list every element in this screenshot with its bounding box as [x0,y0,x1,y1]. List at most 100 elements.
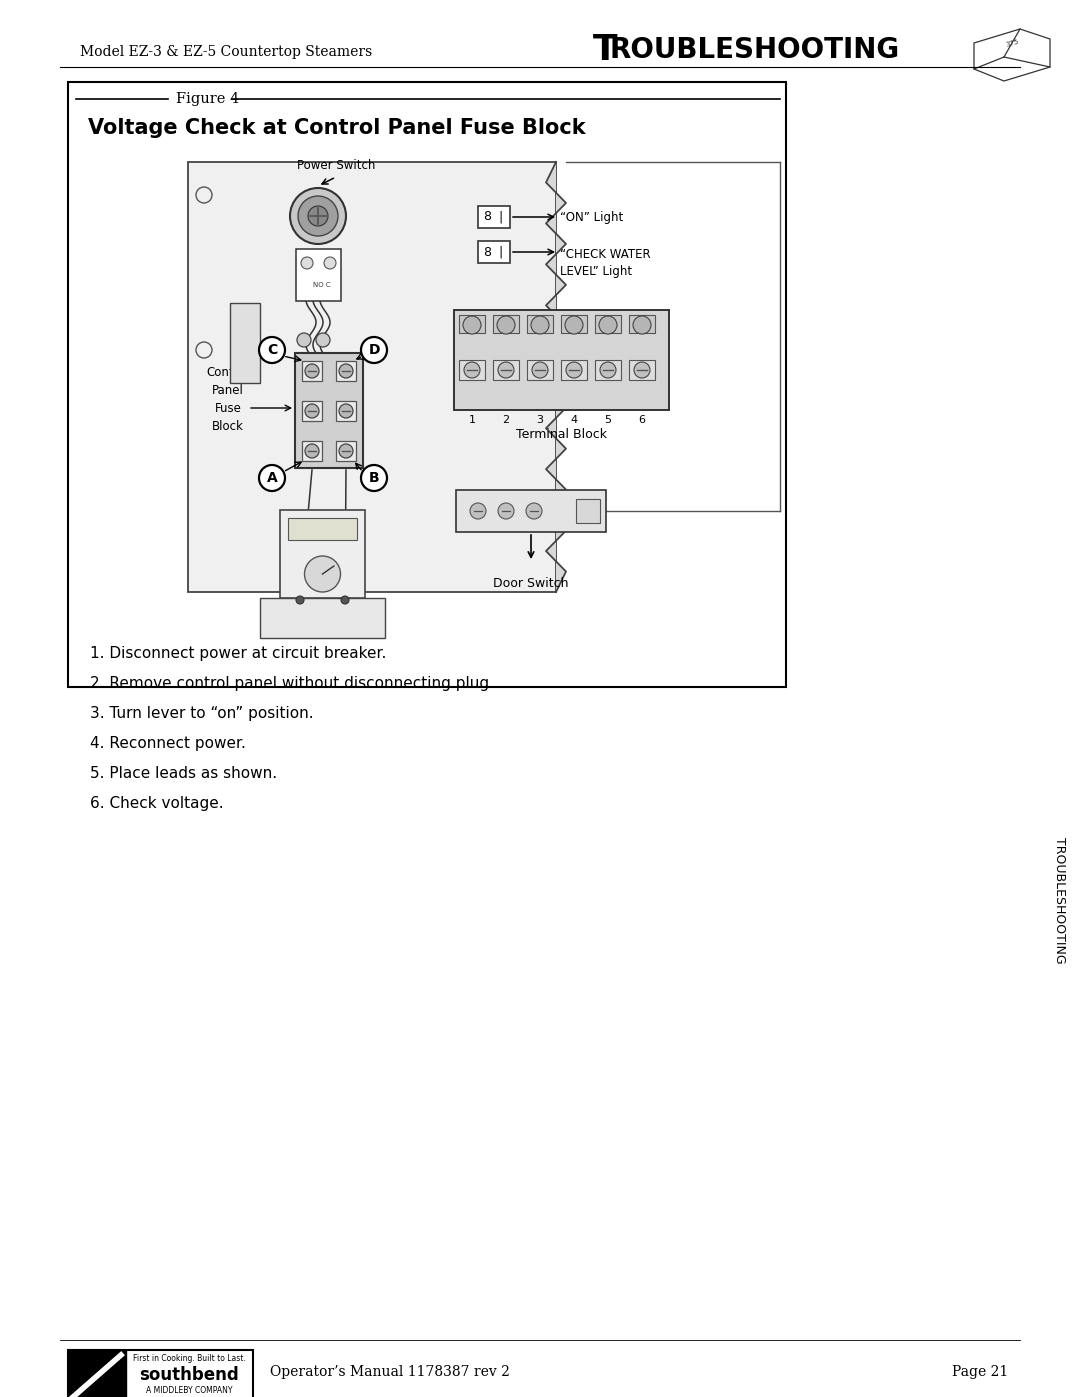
Bar [492,314,519,332]
Bar [459,360,485,380]
Bar [459,314,485,332]
Text: Terminal Block: Terminal Block [516,427,607,441]
Text: 5. Place leads as shown.: 5. Place leads as shown. [90,766,278,781]
Circle shape [341,597,349,604]
Circle shape [526,503,542,520]
Text: 8: 8 [483,246,491,258]
Text: Figure 4: Figure 4 [176,92,240,106]
Circle shape [297,332,311,346]
Bar [280,510,365,598]
Polygon shape [546,162,566,592]
Circle shape [600,362,616,379]
Bar [595,360,621,380]
Text: 5: 5 [605,415,611,425]
Circle shape [470,503,486,520]
Circle shape [634,362,650,379]
Text: B: B [368,471,379,485]
Bar [288,518,357,541]
Circle shape [566,362,582,379]
Bar [296,249,341,300]
Circle shape [305,404,319,418]
Text: C: C [267,344,278,358]
Circle shape [531,316,549,334]
Bar [302,360,322,381]
Text: Model EZ-3 & EZ-5 Countertop Steamers: Model EZ-3 & EZ-5 Countertop Steamers [80,45,373,59]
Circle shape [298,196,338,236]
Text: 2: 2 [502,415,510,425]
Circle shape [339,365,353,379]
Bar [454,310,669,409]
Bar [302,401,322,420]
Text: 2. Remove control panel without disconnecting plug.: 2. Remove control panel without disconne… [90,676,494,692]
Text: Voltage Check at Control Panel Fuse Block: Voltage Check at Control Panel Fuse Bloc… [87,117,585,138]
Bar [336,360,356,381]
Bar [302,441,322,461]
Circle shape [305,444,319,458]
Circle shape [497,316,515,334]
Text: ROUBLESHOOTING: ROUBLESHOOTING [610,36,900,64]
Bar [478,242,510,263]
Bar [576,499,600,522]
Bar [68,82,786,687]
Text: southbend: southbend [139,1366,239,1384]
Text: A MIDDLEBY COMPANY: A MIDDLEBY COMPANY [146,1386,232,1396]
Circle shape [291,189,346,244]
Bar [336,401,356,420]
Bar [336,441,356,461]
Circle shape [301,257,313,270]
Circle shape [324,257,336,270]
Text: Door Switch: Door Switch [494,577,569,590]
Circle shape [308,205,328,226]
Bar [561,314,588,332]
Circle shape [464,362,480,379]
Circle shape [259,337,285,363]
Bar [188,162,556,592]
Text: 6. Check voltage.: 6. Check voltage. [90,796,224,812]
Text: 3: 3 [537,415,543,425]
Text: T: T [593,34,618,67]
Circle shape [532,362,548,379]
Circle shape [498,503,514,520]
Bar [68,1350,253,1397]
Text: Operator’s Manual 1178387 rev 2: Operator’s Manual 1178387 rev 2 [270,1365,510,1379]
Text: |: | [498,211,502,224]
Text: 4. Reconnect power.: 4. Reconnect power. [90,736,246,752]
Bar [629,314,654,332]
Bar [456,490,606,532]
Bar [230,303,260,383]
Bar [478,205,510,228]
Text: 1: 1 [469,415,475,425]
Text: First in Cooking. Built to Last.: First in Cooking. Built to Last. [133,1354,245,1363]
Bar [68,1350,126,1397]
Bar [295,353,363,468]
Bar [492,360,519,380]
Text: 3. Turn lever to “on” position.: 3. Turn lever to “on” position. [90,705,313,721]
Circle shape [361,465,387,490]
Circle shape [599,316,617,334]
Bar [527,360,553,380]
Circle shape [633,316,651,334]
Circle shape [498,362,514,379]
Text: “CHECK WATER
LEVEL” Light: “CHECK WATER LEVEL” Light [561,249,650,278]
Circle shape [316,332,330,346]
Circle shape [259,465,285,490]
Text: |: | [498,246,502,258]
Text: A: A [267,471,278,485]
Circle shape [339,404,353,418]
Circle shape [305,365,319,379]
Text: D: D [368,344,380,358]
Text: Control
Panel
Fuse
Block: Control Panel Fuse Block [206,366,249,433]
Circle shape [305,556,340,592]
Circle shape [565,316,583,334]
Text: 1. Disconnect power at circuit breaker.: 1. Disconnect power at circuit breaker. [90,645,387,661]
Polygon shape [260,598,384,638]
Bar [629,360,654,380]
Circle shape [296,597,303,604]
Circle shape [361,337,387,363]
Text: 8: 8 [483,211,491,224]
Circle shape [463,316,481,334]
Text: “ON” Light: “ON” Light [561,211,623,224]
Bar [561,360,588,380]
Text: Power Switch: Power Switch [297,159,375,172]
Text: 6: 6 [638,415,646,425]
